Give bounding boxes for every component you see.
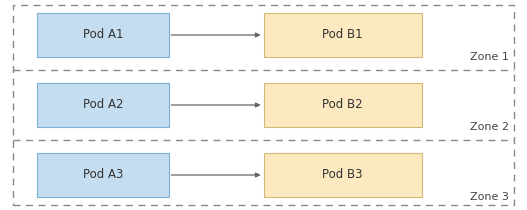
- Text: Zone 1: Zone 1: [470, 52, 509, 62]
- Text: Zone 2: Zone 2: [470, 122, 509, 132]
- Bar: [37, 13, 169, 57]
- Text: Pod A2: Pod A2: [83, 98, 123, 112]
- Bar: [264, 153, 422, 197]
- Bar: [37, 83, 169, 127]
- Text: Pod A3: Pod A3: [83, 168, 123, 181]
- Text: Pod B1: Pod B1: [322, 29, 363, 42]
- Bar: [264, 13, 422, 57]
- Bar: [37, 153, 169, 197]
- Text: Pod B3: Pod B3: [323, 168, 363, 181]
- Text: Zone 3: Zone 3: [470, 192, 509, 202]
- Text: Pod A1: Pod A1: [83, 29, 123, 42]
- Text: Pod B2: Pod B2: [322, 98, 363, 112]
- Bar: [264, 83, 422, 127]
